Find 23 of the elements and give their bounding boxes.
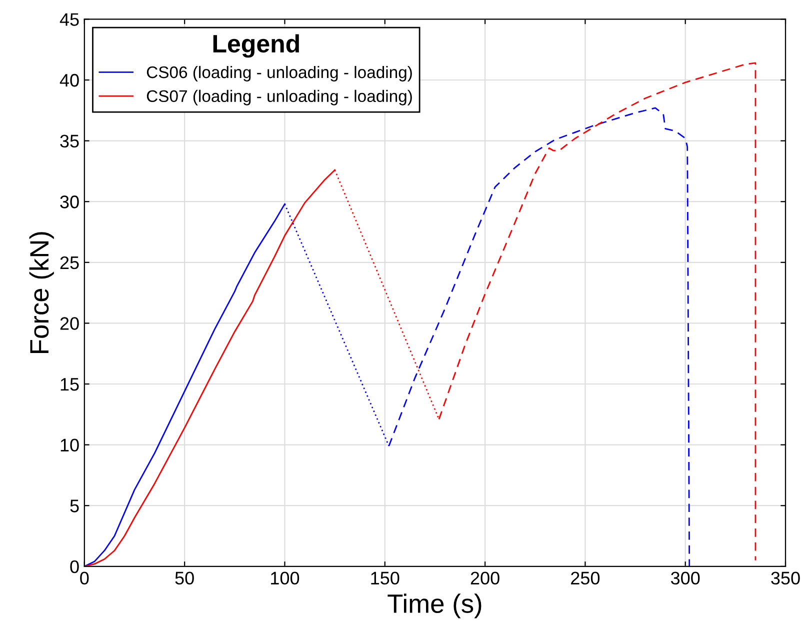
x-axis-title: Time (s) <box>388 594 482 618</box>
x-tick-label: 100 <box>271 572 300 585</box>
y-axis-title: Force (kN) <box>29 232 54 353</box>
legend-label: CS07 (loading - unloading - loading) <box>146 90 412 106</box>
x-tick-label: 300 <box>670 572 700 585</box>
x-tick-label: 0 <box>80 572 89 585</box>
x-tick-label: 350 <box>771 572 800 585</box>
y-tick-label: 40 <box>60 74 79 87</box>
x-tick-label: 200 <box>470 572 500 585</box>
x-tick-label: 250 <box>571 572 600 585</box>
legend-label: CS06 (loading - unloading - loading) <box>146 66 412 82</box>
y-tick-label: 20 <box>60 317 79 330</box>
x-tick-label: 150 <box>371 572 400 585</box>
y-tick-label: 10 <box>60 438 79 452</box>
y-tick-label: 15 <box>60 378 79 391</box>
legend-title: Legend <box>213 34 299 58</box>
x-tick-label: 50 <box>175 572 194 585</box>
y-tick-label: 30 <box>60 196 79 208</box>
y-tick-label: 35 <box>60 134 79 148</box>
y-tick-label: 0 <box>70 560 79 574</box>
y-tick-label: 25 <box>60 256 79 270</box>
y-tick-label: 45 <box>60 13 79 26</box>
y-tick-label: 5 <box>70 500 79 512</box>
